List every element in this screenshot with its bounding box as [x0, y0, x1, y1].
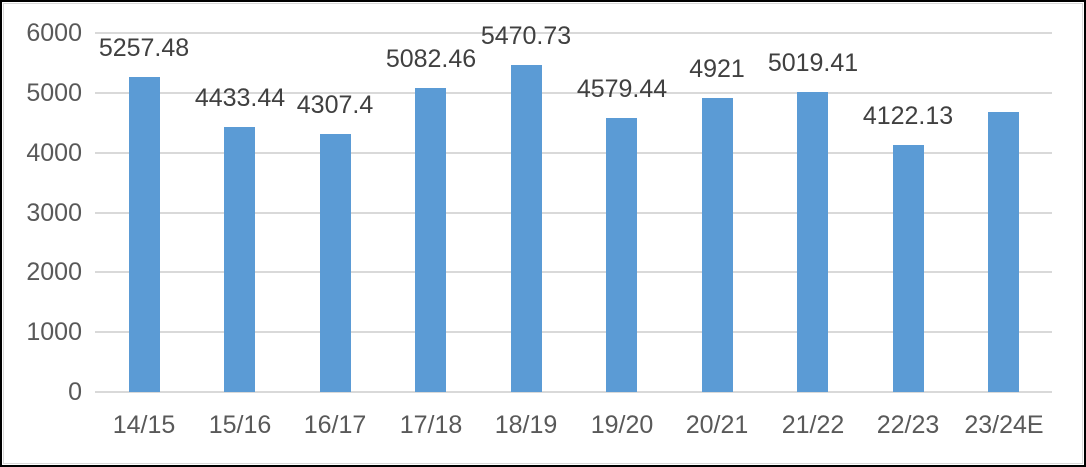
bar-14/15 [129, 77, 160, 392]
bar-value-label: 4579.44 [576, 75, 668, 103]
bar-value-label: 5082.46 [385, 45, 477, 73]
y-axis-tick-label: 1000 [26, 318, 82, 346]
y-axis-tick-label: 3000 [26, 199, 82, 227]
gridline [95, 212, 1052, 214]
y-axis-tick-label: 0 [68, 378, 82, 406]
gridline [95, 152, 1052, 154]
x-axis-tick-label: 14/15 [112, 411, 176, 439]
bar-value-label: 5019.41 [767, 49, 859, 77]
bar-16/17 [320, 134, 351, 392]
bar-value-label: 5257.48 [98, 34, 190, 62]
y-axis-tick-label: 6000 [26, 19, 82, 47]
bar-value-label: 4122.13 [862, 102, 954, 130]
gridline [95, 331, 1052, 333]
bar-23/24E [988, 112, 1019, 392]
x-axis-tick-label: 19/20 [590, 411, 654, 439]
bar-21/22 [797, 92, 828, 392]
bar-17/18 [415, 88, 446, 392]
bar-value-label: 4921 [689, 55, 745, 83]
gridline [95, 391, 1052, 393]
y-axis-tick-label: 2000 [26, 258, 82, 286]
bar-22/23 [893, 145, 924, 392]
bar-value-label: 4433.44 [194, 84, 286, 112]
bar-value-label: 5470.73 [480, 22, 572, 50]
x-axis-tick-label: 20/21 [685, 411, 749, 439]
gridline [95, 92, 1052, 94]
bar-value-label: 4307.4 [296, 91, 374, 119]
x-axis-tick-label: 17/18 [399, 411, 463, 439]
bar-19/20 [606, 118, 637, 392]
x-axis-tick-label: 21/22 [781, 411, 845, 439]
x-axis-tick-label: 22/23 [876, 411, 940, 439]
gridline [95, 271, 1052, 273]
x-axis-tick-label: 15/16 [208, 411, 272, 439]
bar-18/19 [511, 65, 542, 392]
x-axis-tick-label: 18/19 [494, 411, 558, 439]
x-axis-tick-label: 16/17 [303, 411, 367, 439]
gridline [95, 32, 1052, 34]
y-axis-tick-label: 5000 [26, 79, 82, 107]
bar-20/21 [702, 98, 733, 392]
y-axis-tick-label: 4000 [26, 139, 82, 167]
bar-15/16 [224, 127, 255, 392]
x-axis-tick-label: 23/24E [964, 411, 1044, 439]
